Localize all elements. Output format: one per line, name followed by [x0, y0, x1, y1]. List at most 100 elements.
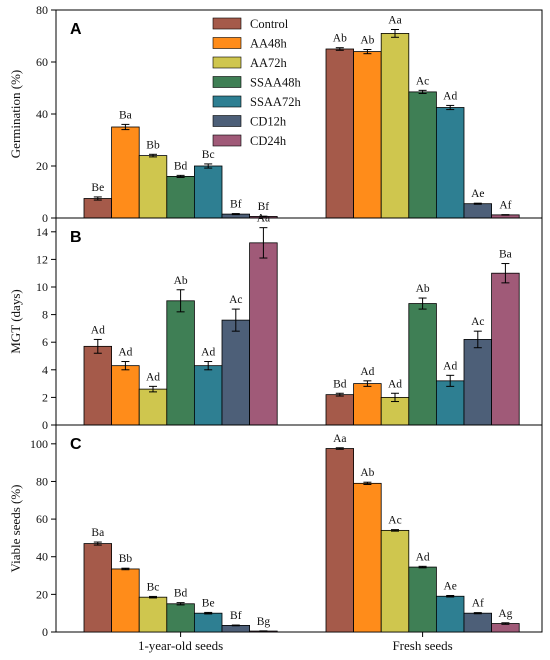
bar-label: Ac: [416, 75, 429, 87]
bar: [463, 612, 493, 633]
bar-label: Bf: [258, 201, 270, 213]
bar-label: Ab: [174, 275, 188, 287]
y-tick-label: 14: [36, 225, 48, 239]
bar-label: Ac: [471, 316, 484, 328]
y-tick-label: 100: [30, 437, 48, 451]
bar-label: Ab: [333, 33, 347, 45]
y-axis-title: Germination (%): [8, 70, 23, 158]
bar: [83, 543, 113, 633]
bar-label: Ad: [443, 360, 457, 372]
bar-label: Aa: [257, 213, 270, 225]
bar: [138, 155, 168, 219]
y-tick-label: 80: [36, 474, 48, 488]
bar-label: Ac: [388, 515, 401, 527]
bar-label: Be: [202, 597, 215, 609]
bar: [353, 482, 382, 633]
legend-label: AA72h: [250, 56, 288, 70]
bar: [193, 165, 223, 219]
y-tick-label: 60: [36, 55, 48, 69]
panel-letter: B: [70, 229, 82, 246]
legend-label: AA48h: [250, 37, 288, 51]
bar-label: Be: [91, 182, 104, 194]
y-tick-label: 80: [36, 3, 48, 17]
bar: [138, 388, 168, 426]
bar: [463, 203, 493, 219]
x-tick-label: 1-year-old seeds: [138, 638, 223, 653]
panel-b: 0 2 4 6 8 10 12 14 MGT (days) B Ad Bd Ad Ad Ad Ad Ab Ab Ad…: [8, 213, 543, 432]
bar-label: Af: [472, 598, 484, 610]
y-tick-label: 0: [42, 625, 48, 639]
y-axis-title: Viable seeds (%): [8, 484, 23, 572]
legend-swatch: [212, 95, 242, 108]
legend-label: CD12h: [250, 115, 287, 129]
bar: [166, 175, 195, 219]
bar-label: Ad: [91, 324, 105, 336]
y-tick-label: 0: [42, 211, 48, 225]
bar-label: Bd: [174, 588, 188, 600]
bar-label: Ab: [360, 467, 374, 479]
bar: [435, 380, 465, 426]
y-tick-label: 20: [36, 587, 48, 601]
bar: [325, 48, 355, 219]
bar-label: Ab: [416, 283, 430, 295]
x-tick-label: Fresh seeds: [392, 638, 452, 653]
bar: [166, 603, 195, 633]
bar-label: Ba: [91, 527, 104, 539]
bar-label: Ad: [388, 378, 402, 390]
bar: [435, 107, 465, 219]
y-tick-label: 2: [42, 390, 48, 404]
bar-label: Bf: [230, 610, 242, 622]
bar-label: Bd: [174, 160, 188, 172]
plot-frame: [55, 424, 543, 633]
bar: [491, 272, 520, 426]
y-tick-label: 8: [42, 308, 48, 322]
bar: [353, 51, 382, 219]
bar-label: Bd: [333, 378, 347, 390]
bar: [408, 91, 437, 219]
bar-label: Ag: [498, 608, 512, 620]
bar: [166, 300, 195, 426]
legend-swatch: [212, 37, 242, 49]
legend-swatch: [212, 134, 242, 147]
y-axis-title: MGT (days): [8, 289, 23, 353]
y-tick-label: 4: [42, 363, 48, 377]
bar: [380, 529, 410, 633]
bar-label: Aa: [333, 433, 346, 445]
bar-label: Bg: [257, 616, 271, 628]
bar: [83, 345, 113, 426]
bar-label: Ad: [416, 551, 430, 563]
bar: [249, 242, 278, 426]
bar-label: Ad: [146, 371, 160, 383]
y-tick-label: 12: [36, 252, 48, 266]
bar-label: Ad: [201, 347, 215, 359]
bar-label: Ad: [443, 90, 457, 102]
legend-swatch: [212, 56, 242, 69]
bar-label: Ba: [119, 109, 132, 121]
legend-label: CD24h: [250, 134, 287, 148]
bar: [463, 339, 493, 426]
legend-swatch: [212, 17, 242, 30]
bar: [221, 625, 251, 633]
bar: [193, 365, 223, 426]
bar-label: Ad: [360, 366, 374, 378]
legend-swatch: [212, 76, 242, 88]
panel-letter: C: [70, 436, 82, 453]
bar-label: Af: [499, 200, 511, 212]
bar-label: Bb: [146, 139, 160, 151]
y-tick-label: 10: [36, 280, 48, 294]
bar-label: Ba: [499, 249, 512, 261]
y-tick-label: 20: [36, 159, 48, 173]
bar-label: Ab: [360, 35, 374, 47]
y-tick-label: 40: [36, 550, 48, 564]
panel-c: 0 20 40 60 80 100 Viable seeds (%) C Ba Aa Bb Ab Bc A…: [8, 424, 543, 639]
bar: [408, 566, 437, 633]
bar: [111, 126, 140, 219]
y-tick-label: 0: [42, 418, 48, 432]
y-tick-label: 6: [42, 335, 48, 349]
bar-label: Bb: [119, 553, 133, 565]
legend-swatch: [212, 115, 242, 127]
bar-label: Aa: [388, 15, 401, 27]
bar-label: Ac: [229, 294, 242, 306]
y-tick-label: 60: [36, 512, 48, 526]
